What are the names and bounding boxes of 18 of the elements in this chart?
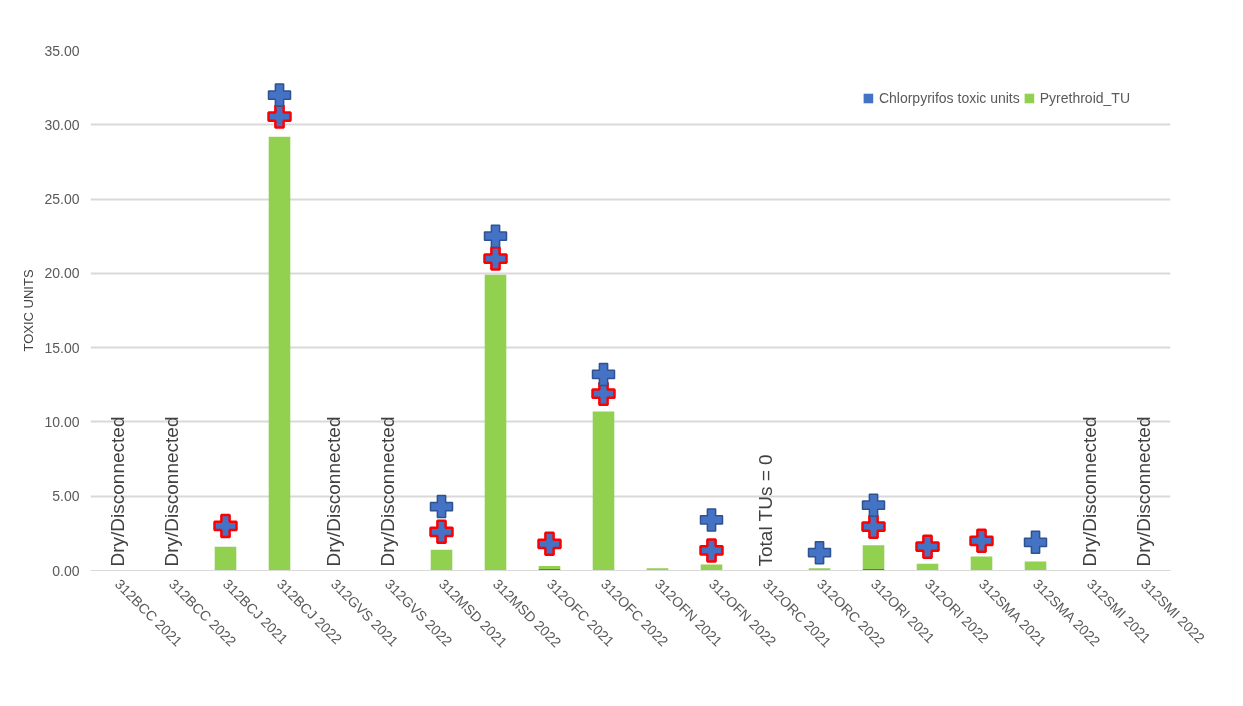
y-tick-label: 30.00 xyxy=(44,116,80,133)
annotation: Dry/Disconnected xyxy=(377,416,398,567)
y-tick-label: 20.00 xyxy=(44,265,80,282)
y-tick-label: 10.00 xyxy=(44,413,80,430)
legend-label: Pyrethroid_TU xyxy=(1039,90,1130,106)
annotation: Total TUs = 0 xyxy=(755,454,776,567)
annotation: Dry/Disconnected xyxy=(161,416,182,567)
y-tick-label: 25.00 xyxy=(44,191,80,208)
y-tick-label: 15.00 xyxy=(44,339,80,356)
y-tick-label: 35.00 xyxy=(44,42,80,59)
legend-label: Chlorpyrifos toxic units xyxy=(878,90,1020,106)
y-tick-label: 0.00 xyxy=(52,562,80,579)
y-tick-label: 5.00 xyxy=(52,488,80,505)
annotation: Dry/Disconnected xyxy=(1079,416,1100,567)
y-axis-title: TOXIC UNITS xyxy=(21,269,37,352)
annotation: Dry/Disconnected xyxy=(323,416,344,567)
annotation: Dry/Disconnected xyxy=(107,416,128,567)
annotation: Dry/Disconnected xyxy=(1133,416,1154,567)
